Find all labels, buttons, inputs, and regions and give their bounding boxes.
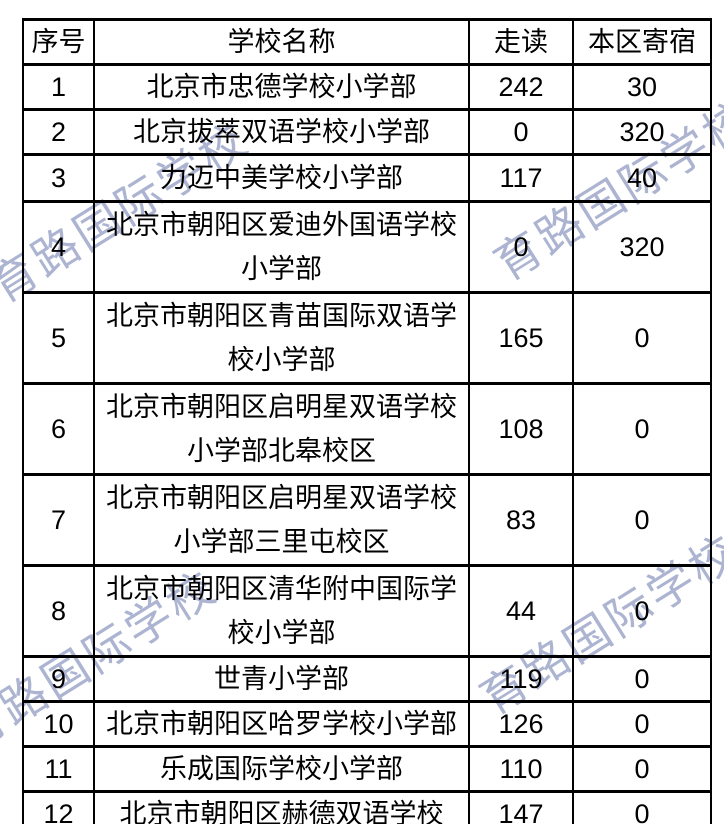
table-row: 9 世青小学部 119 0 — [22, 655, 712, 703]
seq-cell: 1 — [22, 63, 95, 111]
header-seq-number: 序号 — [22, 18, 95, 66]
seq-cell: 5 — [22, 291, 95, 385]
day-students-cell: 110 — [468, 745, 574, 793]
school-enrollment-table: 序号 学校名称 走读 本区寄宿 1 北京市忠德学校小学部 242 30 2 北京拔萃双语学… — [22, 18, 712, 824]
seq-cell: 9 — [22, 655, 95, 703]
table-body: 1 北京市忠德学校小学部 242 30 2 北京拔萃双语学校小学部 0 320 3 力迈中美学校小… — [22, 63, 712, 824]
school-name-cell: 北京市朝阳区清华附中国际学校小学部 — [93, 564, 470, 658]
table-row: 7 北京市朝阳区启明星双语学校小学部三里屯校区 83 0 — [22, 473, 712, 567]
district-boarding-cell: 0 — [572, 473, 712, 567]
seq-cell: 3 — [22, 153, 95, 203]
school-name-cell: 乐成国际学校小学部 — [93, 745, 470, 793]
table-row: 2 北京拔萃双语学校小学部 0 320 — [22, 108, 712, 156]
seq-cell: 2 — [22, 108, 95, 156]
school-name-cell: 世青小学部 — [93, 655, 470, 703]
school-name-cell: 北京市朝阳区青苗国际双语学校小学部 — [93, 291, 470, 385]
seq-cell: 6 — [22, 382, 95, 476]
table-header-row: 序号 学校名称 走读 本区寄宿 — [22, 18, 712, 66]
district-boarding-cell: 40 — [572, 153, 712, 203]
district-boarding-cell: 0 — [572, 382, 712, 476]
table-row: 3 力迈中美学校小学部 117 40 — [22, 153, 712, 203]
district-boarding-cell: 0 — [572, 291, 712, 385]
table-row: 10 北京市朝阳区哈罗学校小学部 126 0 — [22, 700, 712, 748]
district-boarding-cell: 0 — [572, 655, 712, 703]
seq-cell: 7 — [22, 473, 95, 567]
day-students-cell: 0 — [468, 200, 574, 294]
table-row: 12 北京市朝阳区赫德双语学校 147 0 — [22, 790, 712, 824]
seq-cell: 8 — [22, 564, 95, 658]
district-boarding-cell: 0 — [572, 790, 712, 824]
school-name-cell: 北京市朝阳区启明星双语学校小学部三里屯校区 — [93, 473, 470, 567]
seq-cell: 10 — [22, 700, 95, 748]
day-students-cell: 119 — [468, 655, 574, 703]
school-name-cell: 北京市朝阳区启明星双语学校小学部北皋校区 — [93, 382, 470, 476]
table-row: 5 北京市朝阳区青苗国际双语学校小学部 165 0 — [22, 291, 712, 385]
day-students-cell: 0 — [468, 108, 574, 156]
day-students-cell: 126 — [468, 700, 574, 748]
table-row: 8 北京市朝阳区清华附中国际学校小学部 44 0 — [22, 564, 712, 658]
district-boarding-cell: 0 — [572, 700, 712, 748]
seq-cell: 12 — [22, 790, 95, 824]
school-name-cell: 北京市朝阳区赫德双语学校 — [93, 790, 470, 824]
district-boarding-cell: 0 — [572, 564, 712, 658]
table-row: 11 乐成国际学校小学部 110 0 — [22, 745, 712, 793]
day-students-cell: 108 — [468, 382, 574, 476]
seq-cell: 4 — [22, 200, 95, 294]
school-name-cell: 北京市朝阳区爱迪外国语学校小学部 — [93, 200, 470, 294]
header-district-boarding: 本区寄宿 — [572, 18, 712, 66]
day-students-cell: 242 — [468, 63, 574, 111]
district-boarding-cell: 320 — [572, 200, 712, 294]
school-name-cell: 北京市忠德学校小学部 — [93, 63, 470, 111]
header-day-students: 走读 — [468, 18, 574, 66]
table-row: 1 北京市忠德学校小学部 242 30 — [22, 63, 712, 111]
district-boarding-cell: 0 — [572, 745, 712, 793]
day-students-cell: 117 — [468, 153, 574, 203]
school-name-cell: 北京拔萃双语学校小学部 — [93, 108, 470, 156]
school-name-cell: 力迈中美学校小学部 — [93, 153, 470, 203]
school-name-cell: 北京市朝阳区哈罗学校小学部 — [93, 700, 470, 748]
day-students-cell: 165 — [468, 291, 574, 385]
district-boarding-cell: 30 — [572, 63, 712, 111]
day-students-cell: 83 — [468, 473, 574, 567]
day-students-cell: 44 — [468, 564, 574, 658]
table-row: 6 北京市朝阳区启明星双语学校小学部北皋校区 108 0 — [22, 382, 712, 476]
district-boarding-cell: 320 — [572, 108, 712, 156]
seq-cell: 11 — [22, 745, 95, 793]
table-row: 4 北京市朝阳区爱迪外国语学校小学部 0 320 — [22, 200, 712, 294]
day-students-cell: 147 — [468, 790, 574, 824]
header-school-name: 学校名称 — [93, 18, 470, 66]
